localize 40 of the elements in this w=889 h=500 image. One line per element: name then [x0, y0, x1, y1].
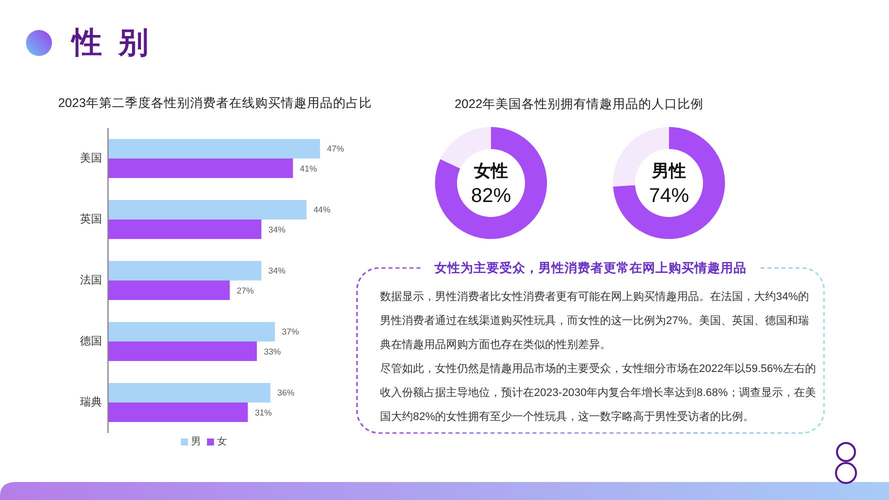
y-tick-label: 美国 — [80, 152, 102, 164]
chart-title: 2023年第二季度各性别消费者在线购买情趣用品的占比 — [58, 95, 372, 110]
bar — [108, 280, 230, 300]
bar — [108, 158, 293, 178]
bar — [108, 138, 320, 158]
y-tick-label: 德国 — [80, 336, 102, 348]
data-label: 41% — [300, 163, 318, 174]
y-tick-label: 瑞典 — [80, 396, 102, 408]
legend-label: 男 — [191, 436, 201, 448]
slice-label: 男性 — [651, 162, 686, 180]
bar — [108, 220, 262, 240]
donut-slice — [435, 127, 547, 239]
y-tick-label: 法国 — [80, 274, 102, 286]
bar — [108, 260, 262, 280]
data-label: 27% — [236, 285, 254, 296]
data-label: 82% — [470, 185, 512, 207]
donut-slice — [613, 127, 725, 239]
data-label: 47% — [327, 144, 344, 154]
text: 2022年美国各性别拥有情趣用品的人口比例 — [454, 96, 704, 111]
y-tick-label: 英国 — [80, 212, 102, 226]
data-label: 37% — [282, 326, 300, 337]
bar — [108, 382, 270, 402]
data-label: 34% — [268, 224, 286, 234]
data-label: 33% — [264, 346, 282, 356]
donut-slice — [613, 127, 669, 187]
data-label: 44% — [313, 204, 331, 215]
slice-label: 女性 — [473, 162, 508, 180]
text: 女性为主要受众，男性消费者更常在网上购买情趣用品 — [434, 260, 746, 275]
text: 性 别 — [70, 26, 152, 60]
data-label: 74% — [648, 185, 690, 207]
bar — [108, 402, 248, 422]
data-label: 36% — [277, 388, 295, 398]
text: 尽管如此，女性仍然是情趣用品市场的主要受众，女性细分市场在2022年以59.56%左右的收入份额占据主导地位，预计在2023-2030年内复合年增长率达到8.68%；调查显示，在美国大约82%的女性拥有至少一个性玩具，这一数字略高于男性受访者的比例。 — [380, 362, 816, 423]
data-label: 34% — [268, 266, 286, 276]
data-label: 31% — [254, 407, 272, 418]
bar — [108, 342, 257, 362]
text: 数据显示，男性消费者比女性消费者更有可能在网上购买情趣用品。在法国，大约34%的男性消费者通过在线渠道购买性玩具，而女性的这一比例为27%。美国、英国、德国和瑞典在情趣用品网购方面也存在类似的性别差异。 — [380, 290, 810, 351]
bar — [108, 322, 275, 342]
legend-label: 女 — [217, 436, 227, 448]
bar — [108, 200, 306, 220]
